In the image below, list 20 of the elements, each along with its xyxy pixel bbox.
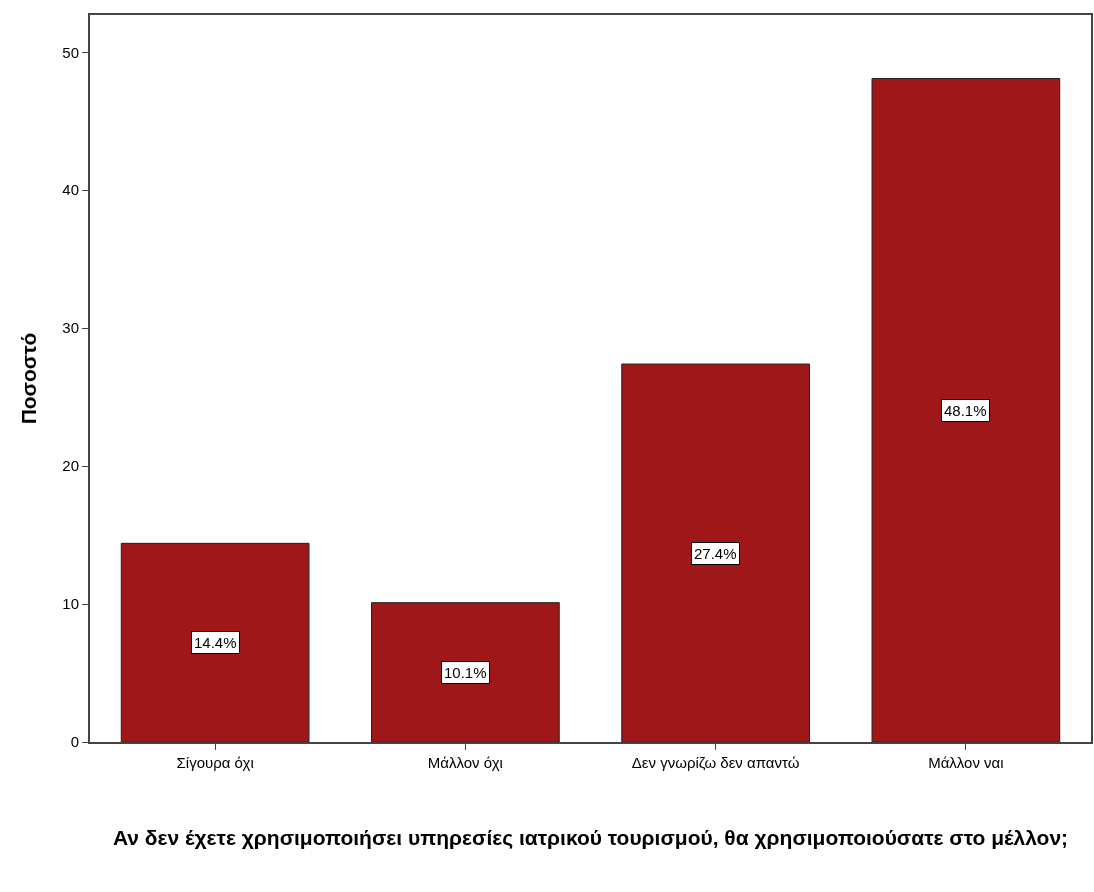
bar — [621, 363, 810, 742]
bar — [120, 542, 310, 742]
y-tick-label: 40 — [62, 181, 79, 199]
y-axis-title: Ποσοστό — [16, 332, 40, 425]
x-tick-label: Μάλλον όχι — [427, 754, 503, 771]
x-tick-label: Σίγουρα όχι — [176, 754, 254, 771]
bar — [871, 77, 1061, 742]
data-label: 10.1% — [444, 664, 487, 681]
y-tick-label: 20 — [62, 457, 79, 475]
data-label: 48.1% — [944, 402, 987, 419]
x-tick-label: Δεν γνωρίζω δεν απαντώ — [631, 754, 800, 771]
data-label: 14.4% — [194, 634, 237, 651]
x-axis-title: Αν δεν έχετε χρησιμοποιήσει υπηρεσίες ιατρικού τουρισμού, θα χρησιμοποιούσατε στο μέλλον; — [112, 825, 1069, 850]
x-tick-label: Μάλλον ναι — [928, 754, 1004, 771]
y-tick-label: 10 — [62, 595, 79, 613]
bar — [371, 602, 560, 742]
data-label: 27.4% — [694, 545, 737, 562]
y-tick-label: 0 — [70, 733, 79, 751]
y-tick-label: 30 — [62, 319, 79, 337]
y-tick-label: 50 — [62, 43, 79, 61]
